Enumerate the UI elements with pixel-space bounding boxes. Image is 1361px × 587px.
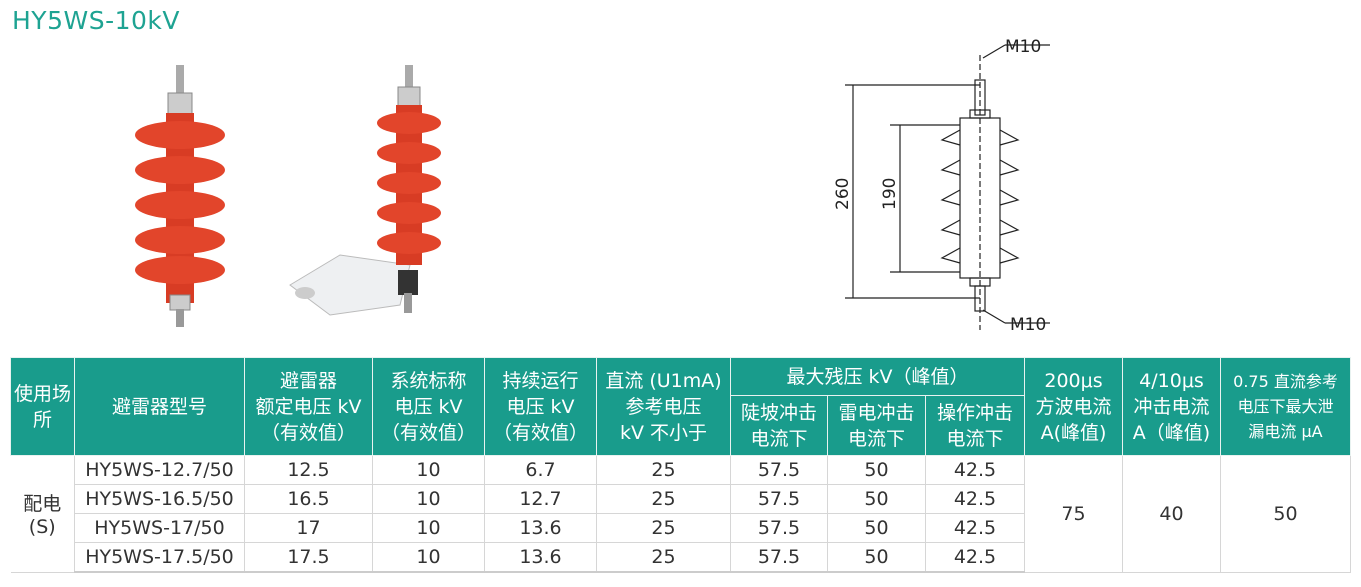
spec-table: 使用场所 避雷器型号 避雷器 额定电压 kV （有效值） 系统标称 电压 kV （有效值…: [10, 357, 1351, 573]
table-cell: 13.6: [484, 542, 597, 573]
header-dc: 直流 (U1mA) 参考电压 kV 不小于: [596, 357, 731, 456]
table-cell: 57.5: [730, 513, 828, 543]
table-cell: 50: [827, 484, 926, 514]
table-cell: 17.5: [244, 542, 373, 573]
usage-cell: 配电 (S): [10, 455, 75, 573]
table-cell: 25: [596, 484, 731, 514]
table-cell: HY5WS-16.5/50: [74, 484, 245, 514]
table-cell: 17: [244, 513, 373, 543]
table-cell: HY5WS-17/50: [74, 513, 245, 543]
table-cell: HY5WS-12.7/50: [74, 455, 245, 485]
table-cell: 42.5: [925, 455, 1025, 485]
table-cell: 12.5: [244, 455, 373, 485]
table-cell: 50: [827, 513, 926, 543]
header-switching: 操作冲击 电流下: [925, 395, 1025, 456]
table-cell: 57.5: [730, 542, 828, 573]
table-cell: 42.5: [925, 484, 1025, 514]
arrester-photo-straight: [135, 65, 225, 327]
table-cell: 10: [372, 513, 485, 543]
table-cell: 13.6: [484, 513, 597, 543]
table-row: HY5WS-16.5/50 16.5 10 12.7 25 57.5 50 42.5: [11, 484, 1351, 514]
table-cell: 25: [596, 542, 731, 573]
table-row: 配电 (S) HY5WS-12.7/50 12.5 10 6.7 25 57.5 50 42.5 7…: [10, 455, 1351, 573]
body-length-label: 190: [880, 178, 900, 210]
dimension-drawing: M10 M10 260 190: [833, 37, 1050, 335]
header-leak: 0.75 直流参考 电压下最大泄 漏电流 μA: [1220, 357, 1351, 456]
total-length-label: 260: [833, 178, 853, 210]
table-cell: 42.5: [925, 542, 1025, 573]
header-lightning: 雷电冲击 电流下: [827, 395, 926, 456]
header-system: 系统标称 电压 kV （有效值）: [372, 357, 485, 456]
arrester-photo-bracket: [289, 65, 441, 316]
table-cell: 50: [827, 455, 926, 485]
table-cell: 57.5: [730, 455, 828, 485]
header-square: 200μs 方波电流 A(峰值): [1024, 357, 1123, 456]
table-cell: 25: [596, 455, 731, 485]
header-impulse: 4/10μs 冲击电流 A（峰值): [1122, 357, 1221, 456]
impulse-value-cell: 40: [1122, 455, 1221, 573]
table-cell: 25: [596, 513, 731, 543]
table-cell: 10: [372, 542, 485, 573]
table-cell: 16.5: [244, 484, 373, 514]
table-cell: 57.5: [730, 484, 828, 514]
table-cell: 6.7: [484, 455, 597, 485]
header-steep: 陡坡冲击 电流下: [730, 395, 828, 456]
table-cell: 50: [827, 542, 926, 573]
top-thread-label: M10: [1005, 37, 1041, 57]
table-cell: 42.5: [925, 513, 1025, 543]
square-value-cell: 75: [1024, 455, 1123, 573]
arrester-photos: [135, 65, 441, 327]
header-rated: 避雷器 额定电压 kV （有效值）: [244, 357, 373, 456]
table-cell: 12.7: [484, 484, 597, 514]
header-residual: 最大残压 kV（峰值）: [730, 357, 1025, 396]
header-continuous: 持续运行 电压 kV （有效值）: [484, 357, 597, 456]
leak-value-cell: 50: [1220, 455, 1351, 573]
page-title: HY5WS-10kV: [12, 6, 180, 35]
bottom-thread-label: M10: [1010, 315, 1046, 335]
table-cell: HY5WS-17.5/50: [74, 542, 245, 573]
table-row: HY5WS-17.5/50 17.5 10 13.6 25 57.5 50 42.5: [11, 542, 1351, 573]
table-cell: 10: [372, 484, 485, 514]
table-cell: 10: [372, 455, 485, 485]
header-model: 避雷器型号: [74, 357, 245, 456]
table-row: HY5WS-17/50 17 10 13.6 25 57.5 50 42.5: [11, 513, 1351, 543]
header-usage: 使用场所: [10, 357, 75, 456]
